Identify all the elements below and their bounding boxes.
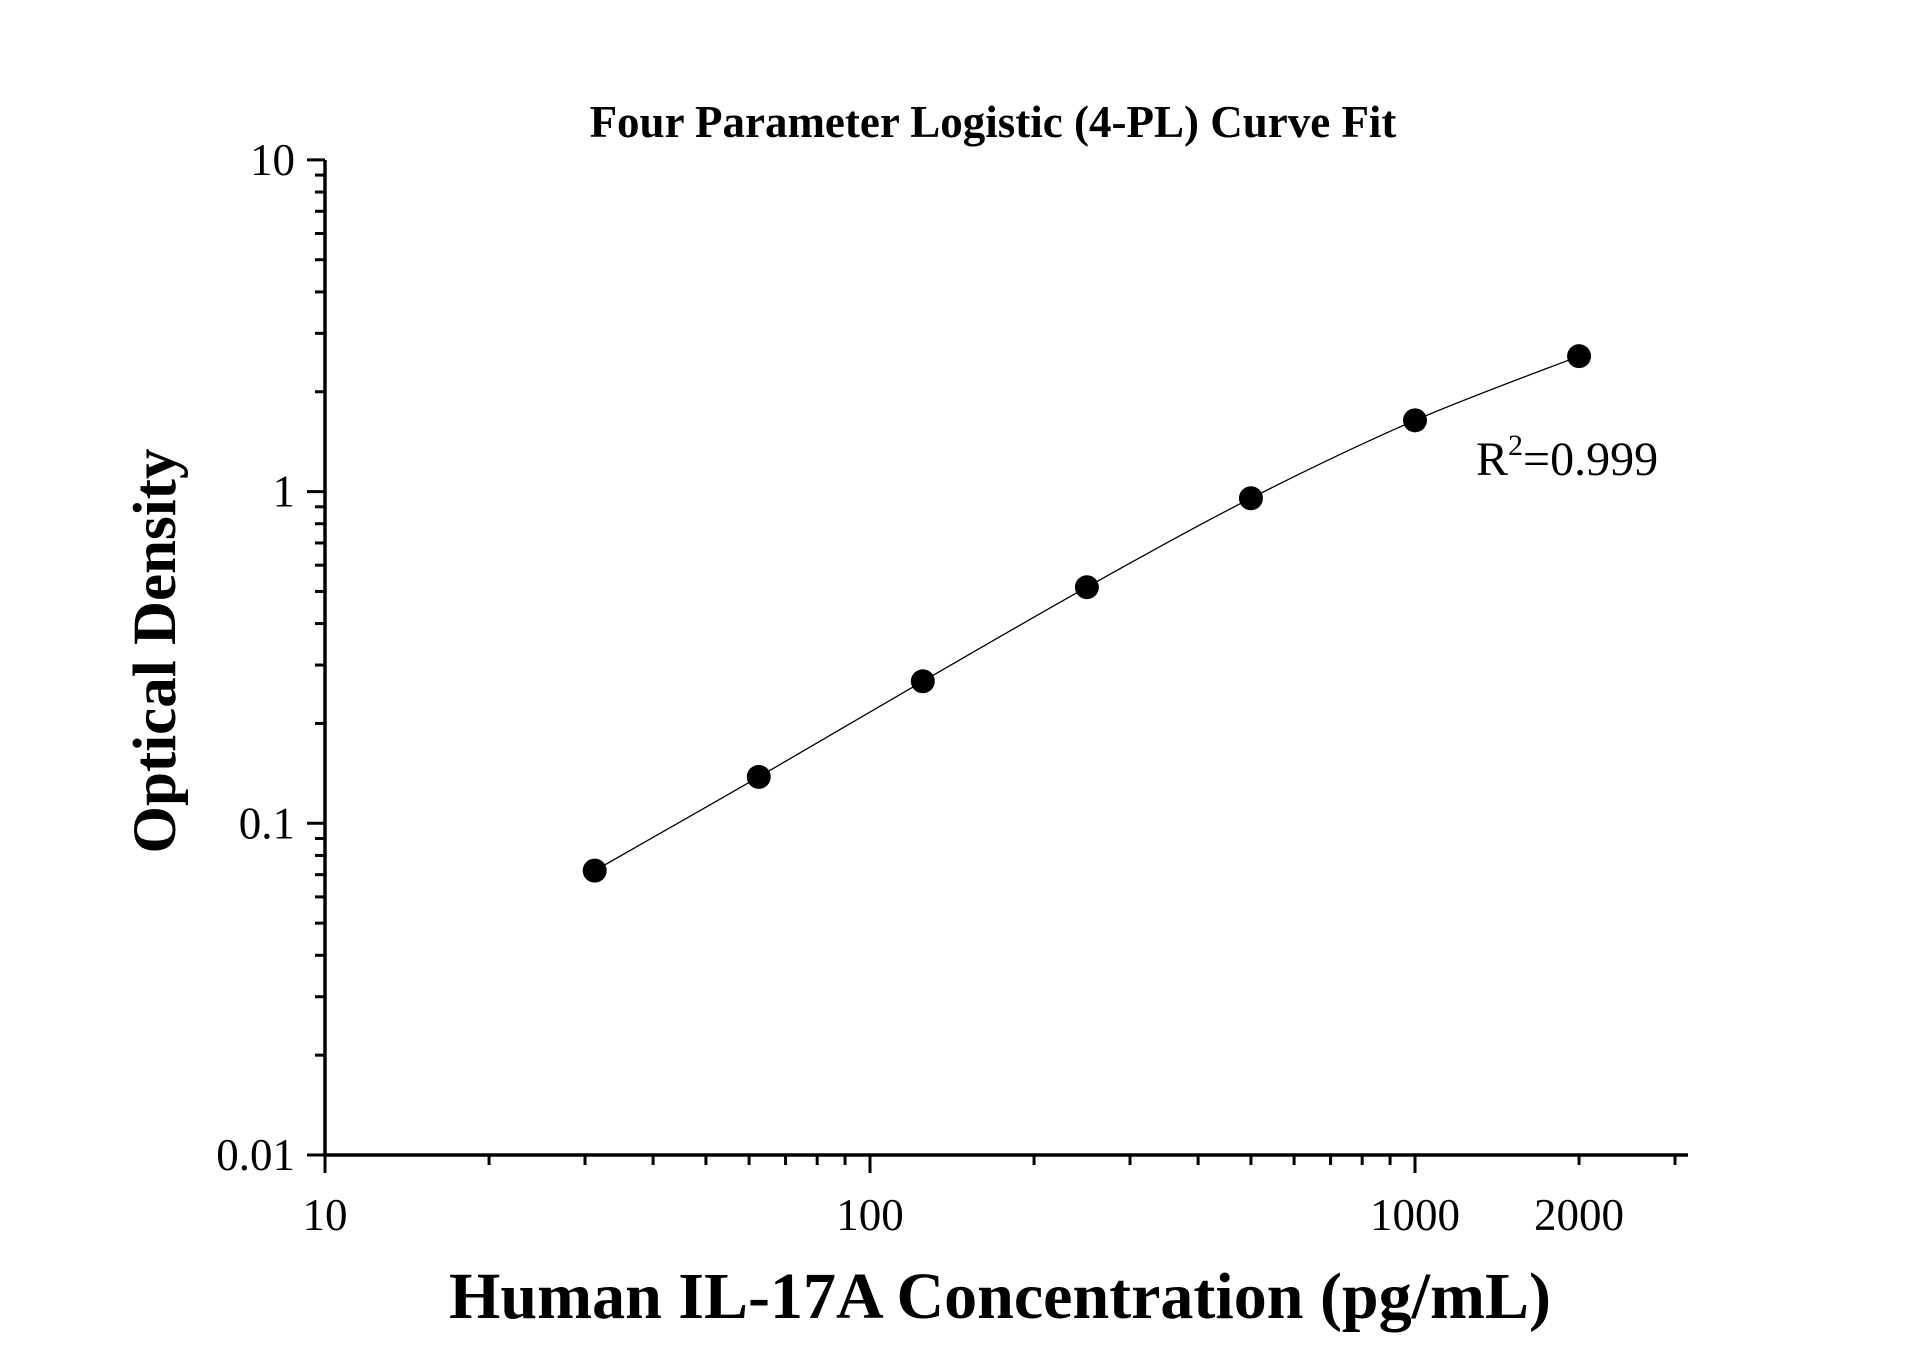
r-squared-base: R [1476,433,1508,486]
y-tick-label: 0.01 [216,1130,295,1180]
y-tick-label: 10 [250,135,295,185]
chart-title: Four Parameter Logistic (4-PL) Curve Fit [590,97,1397,147]
data-points [582,344,1592,883]
x-tick-label: 2000 [1534,1190,1624,1240]
data-point [910,669,935,694]
r-squared-sup: 2 [1508,429,1523,462]
data-point [1238,486,1263,511]
x-tick-label: 1000 [1370,1190,1460,1240]
y-axis-ticks: 0.01 0.1 1 10 [216,135,325,1180]
fit-curve [594,355,1580,872]
data-point [1403,408,1427,433]
data-point [1567,344,1592,369]
x-tick-label: 10 [303,1190,348,1240]
x-axis-label: Human IL-17A Concentration (pg/mL) [449,1260,1551,1333]
y-tick-label: 1 [273,467,296,517]
x-tick-label: 100 [836,1190,904,1240]
y-axis-label: Optical Density [122,449,189,854]
r-squared-value: =0.999 [1523,433,1658,486]
y-tick-label: 0.1 [239,798,295,848]
data-point [582,858,607,883]
x-axis-ticks: 10 100 1000 2000 [303,1155,1677,1240]
r-squared-annotation: R2=0.999 [1476,429,1658,486]
data-point [746,764,771,789]
data-point [1074,575,1099,600]
